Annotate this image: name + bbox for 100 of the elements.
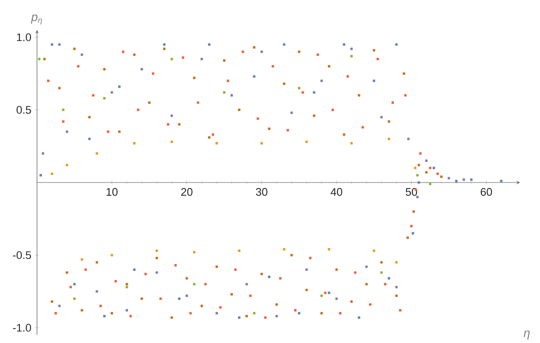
point [156,250,158,252]
point [50,172,54,176]
point [380,271,383,274]
point [419,152,422,155]
point [156,256,158,260]
point [80,258,84,261]
point [395,43,398,46]
point [309,256,312,260]
point [320,312,323,315]
point [305,288,308,292]
point [312,91,316,94]
point [372,49,376,52]
x-tick-label: 20 [181,188,192,196]
point [58,43,61,46]
point [252,312,256,315]
point [350,142,353,145]
y-tick-label: 0.5 [16,106,31,114]
point [395,261,398,264]
point [328,65,330,68]
point [163,48,166,50]
point [372,80,376,82]
point [174,264,177,267]
point [99,304,102,308]
x-axis-title: η [524,330,530,340]
point [66,164,68,166]
point [298,86,300,90]
point [432,166,436,170]
point [410,224,413,228]
point [42,152,44,155]
point [96,152,98,155]
x-tick-label: 40 [330,188,342,196]
point [350,48,353,50]
y-tick-label: -1.0 [13,324,32,332]
point [238,316,240,319]
point [290,112,293,114]
point [365,266,368,268]
point [302,91,304,94]
x-tick-label: 30 [256,188,268,196]
point [436,172,439,176]
point [358,94,360,97]
point [96,290,98,293]
x-tick-label: 50 [406,188,418,196]
point [260,142,263,145]
point [219,306,222,309]
point [96,261,98,264]
point [76,65,80,68]
point [144,272,147,276]
point [428,182,432,186]
point [163,43,166,46]
y-tick-label: 1.0 [17,33,32,42]
point [252,46,256,49]
point [398,309,402,312]
point [416,174,419,177]
point [92,94,94,97]
point [110,91,114,94]
point [50,43,54,46]
point [156,271,158,274]
y-axis-title: p$_{η}$ [30,14,42,25]
point [388,277,390,280]
point [114,280,117,283]
point [320,80,323,82]
point [272,65,274,68]
point [350,300,353,303]
point [455,180,458,182]
point [416,196,419,198]
point [238,108,240,112]
point [166,123,170,126]
point [320,294,323,298]
point [380,261,383,264]
point [462,178,466,181]
point [395,294,398,298]
point [136,108,140,112]
point [298,312,300,315]
point [152,72,154,75]
point [80,309,84,312]
point [66,271,68,274]
point [342,43,346,46]
point [324,292,327,294]
x-tick-label: 60 [480,188,492,196]
point [402,72,406,75]
point [110,312,114,315]
point [252,75,256,78]
point [226,80,230,82]
point [414,166,416,170]
point [425,171,428,174]
point [282,43,286,46]
point [126,286,128,288]
point [238,250,240,252]
point [73,48,76,50]
point [182,56,184,59]
point [189,312,192,315]
point [58,86,61,90]
point [260,272,263,276]
point [372,250,376,252]
point [388,120,390,123]
point [256,117,260,120]
point [264,316,267,319]
x-tick-label: 10 [106,188,118,196]
point [103,97,106,100]
point [58,304,61,308]
